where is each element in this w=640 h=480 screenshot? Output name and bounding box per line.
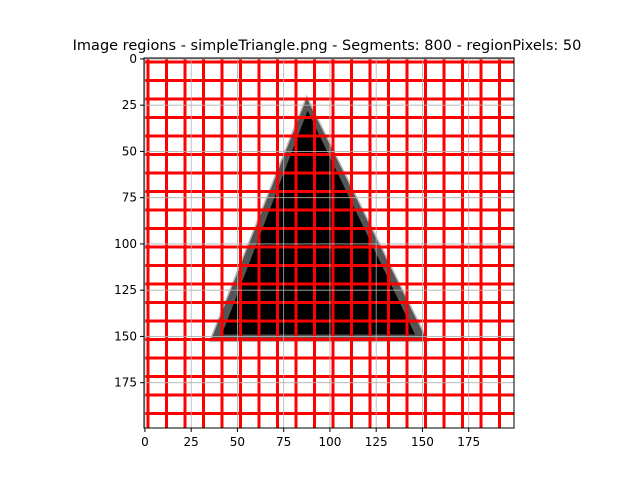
plot-area xyxy=(143,57,515,429)
y-tick-label: 25 xyxy=(122,98,137,112)
y-axis: 0 25 50 75 100 125 150 175 xyxy=(114,52,144,390)
y-tick-label: 150 xyxy=(114,329,137,343)
x-tick-label: 25 xyxy=(184,435,199,449)
x-axis: 0 25 50 75 100 125 150 175 xyxy=(141,428,480,449)
y-tick-label: 125 xyxy=(114,283,137,297)
y-tick-label: 0 xyxy=(129,52,137,66)
x-tick-label: 150 xyxy=(411,435,434,449)
x-tick-label: 175 xyxy=(457,435,480,449)
y-tick-label: 175 xyxy=(114,376,137,390)
y-tick-label: 50 xyxy=(122,144,137,158)
x-tick-label: 50 xyxy=(230,435,245,449)
chart-title: Image regions - simpleTriangle.png - Seg… xyxy=(73,38,582,54)
grid-layer xyxy=(144,58,514,428)
y-tick-label: 100 xyxy=(114,237,137,251)
x-tick-label: 0 xyxy=(141,435,149,449)
x-tick-label: 125 xyxy=(365,435,388,449)
image-layer xyxy=(144,58,514,428)
x-tick-label: 100 xyxy=(318,435,341,449)
x-tick-label: 75 xyxy=(276,435,291,449)
triangle-core xyxy=(221,110,415,335)
axes-frame xyxy=(143,57,515,429)
y-tick-label: 75 xyxy=(122,191,137,205)
